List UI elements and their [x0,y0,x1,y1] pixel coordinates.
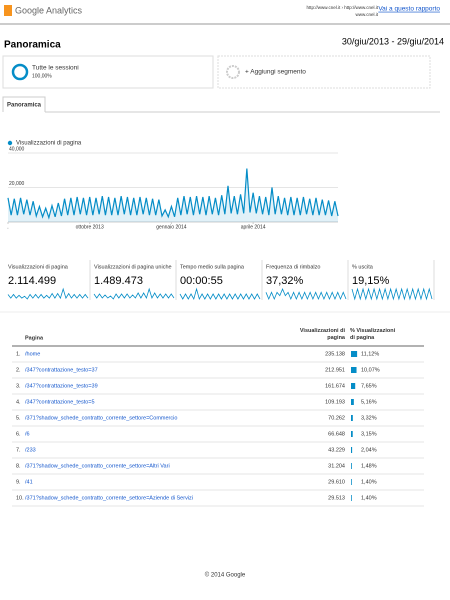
rank: 9. [16,479,21,485]
pct: 11,12% [361,351,379,357]
rank: 2. [16,367,21,373]
metric-label: % uscita [352,264,374,270]
add-icon [226,65,240,79]
add-segment[interactable]: + Aggiungi segmento [245,69,306,76]
views: 29.610 [328,479,345,485]
report-link[interactable]: Vai a questo rapporto [378,6,440,13]
rank: 6. [16,431,21,437]
page-link[interactable]: /371?shadow_schede_contratto_corrente_se… [25,415,177,421]
rank: 3. [16,383,21,389]
page-link[interactable]: /home [25,351,40,357]
footer: © 2014 Google [205,572,246,579]
legend: Visualizzazioni di pagina [16,141,82,147]
page-link[interactable]: /347?contrattazione_testo=39 [25,383,98,389]
views: 109.193 [325,399,345,405]
views: 70.262 [328,415,345,421]
pct-bar [351,415,353,421]
metric-label: Visualizzazioni di pagina [8,264,69,270]
col-header: Visualizzazioni di pagina [300,328,346,341]
rank: 8. [16,463,21,469]
pct: 3,32% [361,415,377,421]
views: 161.674 [325,383,345,389]
pct-bar [351,431,353,437]
metric-value: 00:00:55 [180,275,223,287]
site: www.cnel.it [355,12,378,17]
metric-value: 2.114.499 [8,275,56,287]
metric-label: Frequenza di rimbalzo [266,264,320,270]
metric-label: Visualizzazioni di pagina uniche [94,264,172,270]
pct-bar [351,495,352,501]
metric-value: 37,32% [266,275,304,287]
views: 31.204 [328,463,345,469]
pct: 7,65% [361,383,377,389]
segment-name: Tutte le sessioni [32,65,79,72]
x-tick-label: ottobre 2013 [76,224,104,230]
pct-bar [351,383,356,389]
add-segment-box[interactable] [217,55,431,89]
urls: http://www.cnel.it › http://www.cnel.it [306,5,378,10]
pct-bar [351,447,353,453]
rank: 1. [16,351,21,357]
pct: 3,15% [361,431,377,437]
line [7,168,339,220]
metric-label: Tempo medio sulla pagina [180,264,245,270]
rank: 4. [16,399,21,405]
table-header-bg [12,326,424,346]
x-tick-label: . [7,224,8,230]
pct-bar [351,351,358,357]
y-tick-label: 20,000 [9,181,25,187]
rank: 10. [16,495,24,501]
segment-share: 100,00% [32,73,52,79]
logo: Google Analytics [15,5,83,15]
views: 29.513 [328,495,345,501]
rank: 5. [16,415,21,421]
pct: 2,04% [361,447,377,453]
rank: 7. [16,447,21,453]
x-tick-label: aprile 2014 [241,224,266,230]
sparkline [93,287,175,300]
page-link[interactable]: /371?shadow_schede_contratto_corrente_se… [25,495,193,501]
metric-value: 19,15% [352,275,390,287]
sparkline [351,287,433,301]
views: 212.951 [325,367,345,373]
page-link[interactable]: /6 [25,431,30,437]
views: 66.648 [328,431,345,437]
col-header: Pagina [25,335,44,341]
pct: 1,48% [361,463,377,469]
pct-bar [351,367,357,373]
pct-bar [351,479,352,485]
sparkline [179,287,261,301]
sparkline [7,287,89,300]
pct-bar [351,399,354,405]
pct: 5,16% [361,399,377,405]
y-tick-label: 40,000 [9,146,25,152]
col-header: % Visualizzazioni di pagina [350,328,396,341]
x-tick-label: gennaio 2014 [156,224,187,230]
pct: 1,40% [361,495,377,501]
tab[interactable]: Panoramica [7,103,42,109]
views: 43.229 [328,447,345,453]
date-range: 30/giu/2013 - 29/giu/2014 [342,36,444,46]
metric-value: 1.489.473 [94,275,143,287]
segment-box [2,55,214,89]
pct-bar [351,463,352,469]
page-link[interactable]: /347?contrattazione_testo=37 [25,367,98,373]
page-link[interactable]: /41 [25,479,33,485]
logo-icon [4,5,12,16]
legend-dot [7,140,13,146]
page-link[interactable]: /371?shadow_schede_contratto_corrente_se… [25,463,170,469]
page-link[interactable]: /347?contrattazione_testo=5 [25,399,95,405]
segment-icon [11,63,29,81]
pct: 1,40% [361,479,377,485]
views: 235.138 [325,351,345,357]
tab-border [2,96,46,112]
page-title: Panoramica [4,40,61,51]
sparkline [265,287,347,301]
pct: 10,07% [361,367,380,373]
page-link[interactable]: /233 [25,447,36,453]
